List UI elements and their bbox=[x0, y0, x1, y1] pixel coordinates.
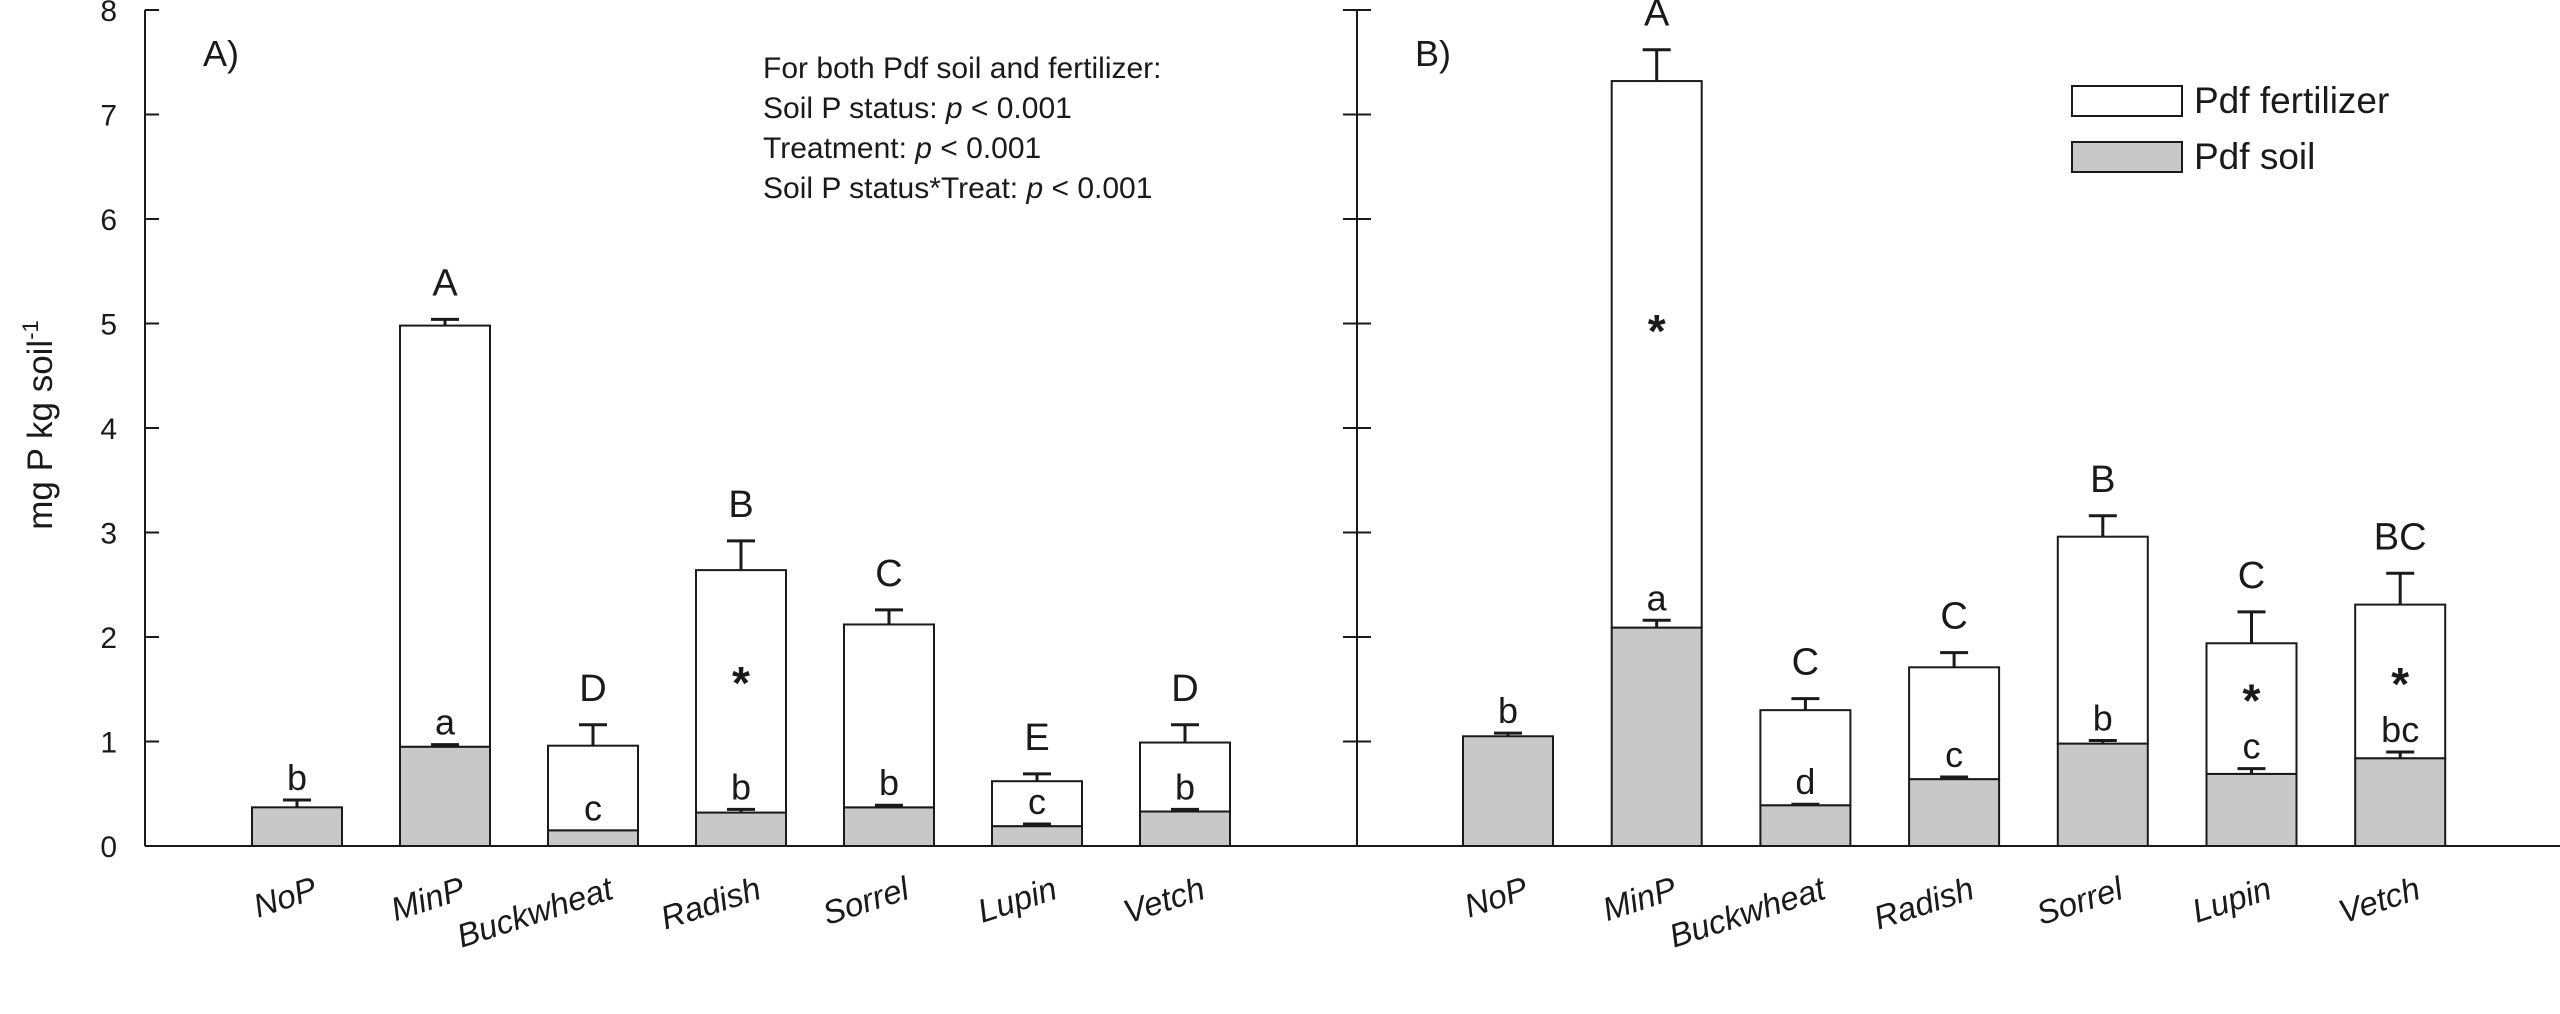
bar-pdf-fertilizer bbox=[399, 324, 491, 748]
soil-significance-letter: c bbox=[1945, 734, 1963, 775]
y-tick-label: 4 bbox=[100, 413, 117, 446]
bar-pdf-fertilizer bbox=[1610, 80, 1703, 629]
y-tick-label: 6 bbox=[100, 204, 117, 237]
category-label: Buckwheat bbox=[1665, 869, 1832, 955]
total-significance-letter: B bbox=[728, 484, 753, 526]
bar-pdf-soil bbox=[251, 806, 343, 848]
soil-significance-letter: c bbox=[2243, 726, 2261, 767]
bar-pdf-soil bbox=[695, 811, 787, 847]
panel-label: B) bbox=[1415, 33, 1451, 74]
y-tick-label: 1 bbox=[100, 727, 117, 760]
total-significance-letter: B bbox=[2090, 459, 2115, 501]
legend-swatch bbox=[2071, 85, 2183, 117]
bars-layer bbox=[251, 48, 2447, 848]
stats-annotation-line: For both Pdf soil and fertilizer: bbox=[763, 52, 1162, 85]
stats-annotation-line: Soil P status: p < 0.001 bbox=[763, 92, 1072, 125]
category-label: Buckwheat bbox=[452, 869, 619, 955]
total-significance-letter: A bbox=[1644, 0, 1670, 35]
bar-pdf-soil bbox=[843, 806, 935, 848]
bar-pdf-soil bbox=[1462, 735, 1554, 848]
category-label: Sorrel bbox=[2032, 869, 2129, 932]
bar-pdf-fertilizer bbox=[2056, 535, 2149, 745]
panel-label: A) bbox=[203, 33, 239, 74]
category-label: Sorrel bbox=[818, 869, 915, 932]
soil-significance-letter: a bbox=[435, 702, 456, 743]
y-tick-label: 3 bbox=[100, 518, 117, 551]
legend-label: Pdf soil bbox=[2194, 136, 2315, 177]
bar-pdf-soil bbox=[2205, 772, 2298, 848]
soil-significance-letter: a bbox=[1647, 577, 1668, 618]
bar-pdf-soil bbox=[2056, 742, 2149, 848]
soil-significance-letter: b bbox=[287, 757, 307, 798]
category-label: NoP bbox=[249, 869, 321, 924]
category-label: Radish bbox=[1869, 869, 1978, 936]
soil-significance-letter: b bbox=[1175, 766, 1195, 807]
soil-significance-letter: b bbox=[2093, 697, 2113, 738]
bar-pdf-fertilizer bbox=[1139, 741, 1231, 813]
bar-pdf-soil bbox=[1908, 778, 2001, 847]
soil-significance-letter: b bbox=[731, 766, 751, 807]
total-significance-letter: A bbox=[432, 262, 458, 304]
bar-pdf-fertilizer bbox=[843, 623, 935, 809]
category-label: Lupin bbox=[2187, 869, 2275, 929]
y-tick-label: 8 bbox=[100, 0, 117, 28]
bar-pdf-soil bbox=[399, 745, 491, 847]
significance-star: * bbox=[732, 657, 750, 709]
bar-pdf-soil bbox=[1759, 804, 1852, 847]
bar-pdf-fertilizer bbox=[991, 780, 1083, 828]
total-significance-letter: E bbox=[1024, 717, 1049, 759]
stats-annotation-line: Treatment: p < 0.001 bbox=[763, 132, 1041, 165]
bar-pdf-soil bbox=[2354, 757, 2447, 847]
soil-significance-letter: c bbox=[1028, 781, 1046, 822]
total-significance-letter: D bbox=[579, 668, 606, 710]
bar-pdf-fertilizer bbox=[2354, 603, 2447, 760]
legend-label: Pdf fertilizer bbox=[2194, 80, 2389, 121]
bar-pdf-soil bbox=[547, 829, 639, 848]
category-label: Vetch bbox=[2334, 869, 2425, 930]
y-tick-label: 2 bbox=[100, 622, 117, 655]
total-significance-letter: BC bbox=[2374, 516, 2427, 558]
y-axis-label: mg P kg soil-1 bbox=[18, 320, 60, 530]
bar-pdf-soil bbox=[991, 825, 1083, 848]
category-label: Lupin bbox=[973, 869, 1061, 929]
bar-pdf-fertilizer bbox=[1908, 666, 2001, 781]
bar-pdf-soil bbox=[1610, 626, 1703, 847]
y-tick-label: 0 bbox=[100, 831, 117, 864]
bar-pdf-soil bbox=[1139, 810, 1231, 848]
category-label: NoP bbox=[1460, 869, 1532, 924]
significance-star: * bbox=[1648, 305, 1666, 357]
bar-pdf-fertilizer bbox=[695, 569, 787, 814]
y-tick-label: 5 bbox=[100, 309, 117, 342]
total-significance-letter: C bbox=[1940, 596, 1967, 638]
soil-significance-letter: b bbox=[1498, 690, 1518, 731]
y-tick-label: 7 bbox=[100, 100, 117, 133]
bar-pdf-fertilizer bbox=[547, 744, 639, 832]
soil-significance-letter: c bbox=[584, 787, 602, 828]
total-significance-letter: C bbox=[2238, 555, 2265, 597]
total-significance-letter: C bbox=[1792, 642, 1819, 684]
soil-significance-letter: b bbox=[879, 762, 899, 803]
stats-annotation-line: Soil P status*Treat: p < 0.001 bbox=[763, 172, 1152, 205]
total-significance-letter: D bbox=[1171, 668, 1198, 710]
axes-layer: 0 1 2 3 4 5 6 7 8 mg P kg soil-1 bbox=[18, 0, 2560, 864]
total-significance-letter: C bbox=[875, 553, 902, 595]
legend-swatch bbox=[2071, 141, 2183, 173]
significance-star: * bbox=[2391, 658, 2409, 710]
category-label: Radish bbox=[656, 869, 765, 936]
soil-significance-letter: bc bbox=[2381, 709, 2419, 750]
significance-star: * bbox=[2243, 675, 2261, 727]
soil-significance-letter: d bbox=[1795, 761, 1815, 802]
category-label: Vetch bbox=[1119, 869, 1210, 930]
